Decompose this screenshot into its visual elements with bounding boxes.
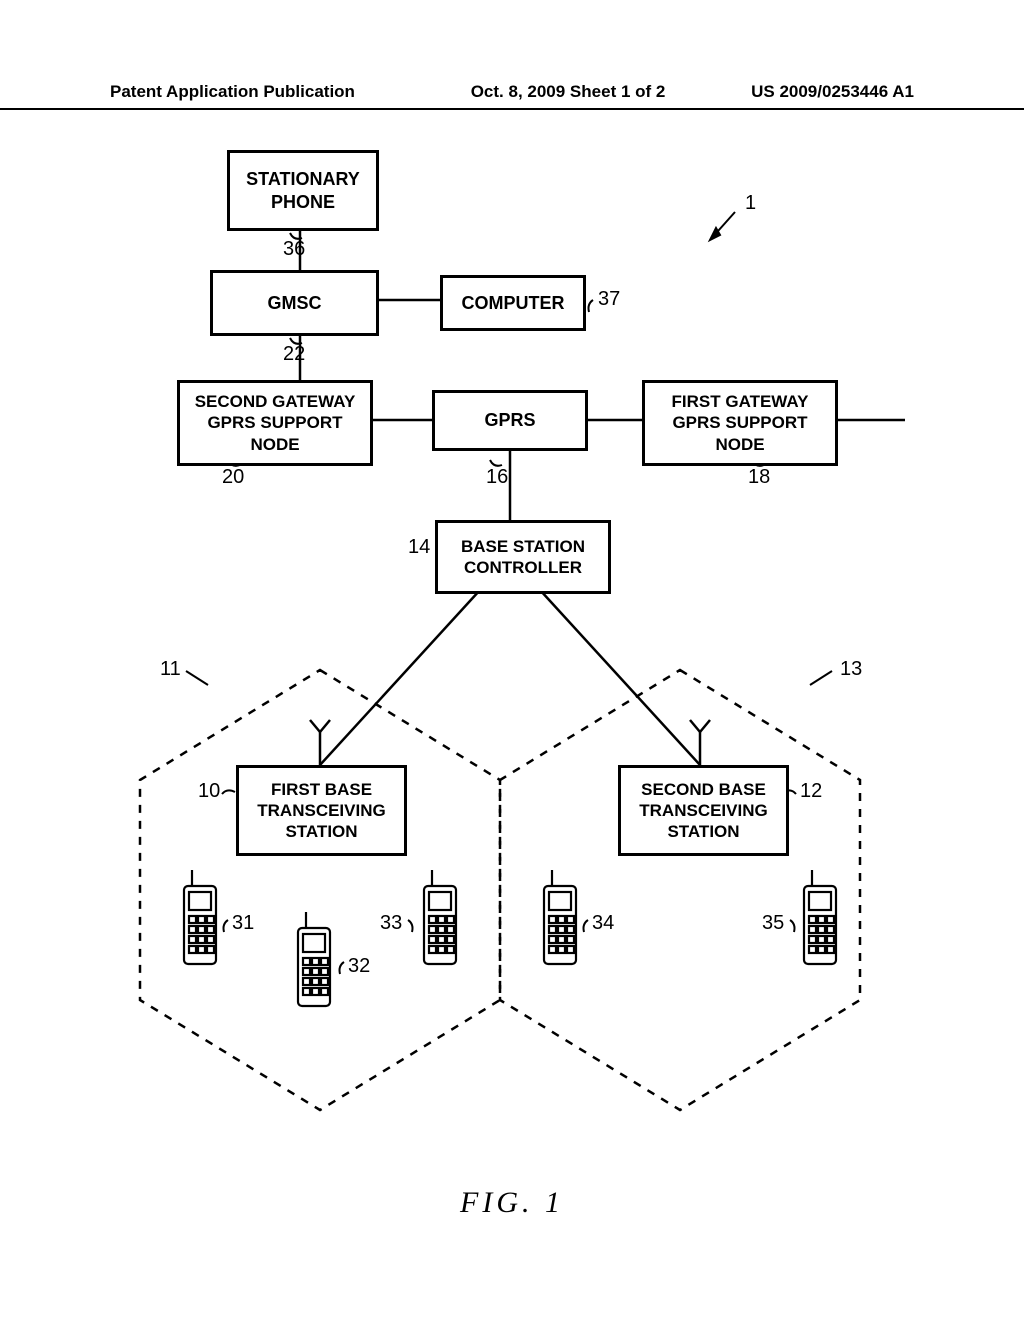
ref-10: 10: [198, 780, 220, 803]
ref-34: 34: [592, 912, 614, 935]
ref-33: 33: [380, 912, 402, 935]
label-bts2: SECOND BASETRANSCEIVINGSTATION: [639, 779, 767, 843]
ref-35: 35: [762, 912, 784, 935]
header-left: Patent Application Publication: [110, 82, 355, 102]
box-computer: COMPUTER: [440, 275, 586, 331]
ref-37: 37: [598, 288, 620, 311]
page: Patent Application Publication Oct. 8, 2…: [0, 0, 1024, 1320]
phone-icon-33: [418, 868, 462, 966]
label-bts1: FIRST BASETRANSCEIVINGSTATION: [257, 779, 385, 843]
box-bts2: SECOND BASETRANSCEIVINGSTATION: [618, 765, 789, 856]
ref-1: 1: [745, 192, 756, 215]
ref-11: 11: [160, 658, 181, 681]
ref-32: 32: [348, 955, 370, 978]
phone-icon-31: [178, 868, 222, 966]
header-text-row: Patent Application Publication Oct. 8, 2…: [0, 82, 1024, 102]
page-header: Patent Application Publication Oct. 8, 2…: [0, 82, 1024, 110]
box-bts1: FIRST BASETRANSCEIVINGSTATION: [236, 765, 407, 856]
box-bsc: BASE STATIONCONTROLLER: [435, 520, 611, 594]
ref-14: 14: [408, 536, 430, 559]
box-gmsc: GMSC: [210, 270, 379, 336]
label-ggsn2: SECOND GATEWAYGPRS SUPPORTNODE: [195, 391, 356, 455]
label-gprs: GPRS: [484, 409, 535, 432]
ref-13: 13: [840, 658, 862, 681]
phone-icon-34: [538, 868, 582, 966]
label-stationary-phone: STATIONARYPHONE: [246, 168, 360, 213]
label-computer: COMPUTER: [462, 292, 565, 315]
box-stationary-phone: STATIONARYPHONE: [227, 150, 379, 231]
ref-16: 16: [486, 466, 508, 489]
box-ggsn2: SECOND GATEWAYGPRS SUPPORTNODE: [177, 380, 373, 466]
ref-31: 31: [232, 912, 254, 935]
box-gprs: GPRS: [432, 390, 588, 451]
ref-22: 22: [283, 343, 305, 366]
header-right: US 2009/0253446 A1: [751, 82, 914, 102]
header-center: Oct. 8, 2009 Sheet 1 of 2: [471, 82, 666, 102]
ref-20: 20: [222, 466, 244, 489]
figure-caption: FIG. 1: [0, 1186, 1024, 1220]
phone-icon-35: [798, 868, 842, 966]
ref-36: 36: [283, 238, 305, 261]
label-ggsn1: FIRST GATEWAYGPRS SUPPORTNODE: [672, 391, 809, 455]
ref-12: 12: [800, 780, 822, 803]
phone-icon-32: [292, 910, 336, 1008]
label-gmsc: GMSC: [268, 292, 322, 315]
diagram-area: STATIONARYPHONE GMSC COMPUTER SECOND GAT…: [0, 130, 1024, 1230]
label-bsc: BASE STATIONCONTROLLER: [461, 536, 585, 579]
ref-18: 18: [748, 466, 770, 489]
box-ggsn1: FIRST GATEWAYGPRS SUPPORTNODE: [642, 380, 838, 466]
